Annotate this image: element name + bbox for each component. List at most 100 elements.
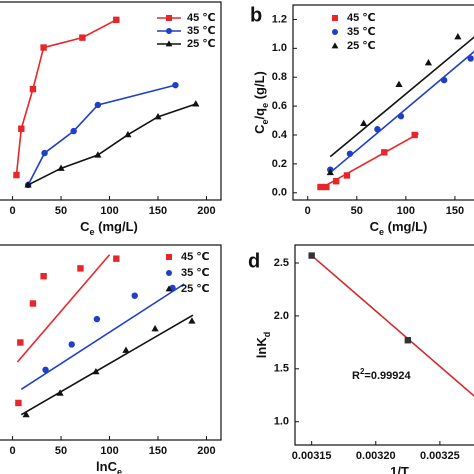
plot-frame — [292, 4, 474, 201]
marker-triangle — [57, 164, 65, 171]
marker-square — [17, 339, 24, 346]
panel: 0.003150.003200.003250.003301.01.52.02.5… — [248, 244, 474, 474]
marker-triangle — [424, 58, 433, 66]
x-tick-label: 0.00315 — [292, 450, 332, 462]
x-tick-label: 100 — [100, 445, 118, 457]
marker-square — [323, 183, 330, 191]
x-tick-label: 50 — [55, 445, 67, 457]
x-tick-label: 0.00325 — [420, 450, 460, 462]
x-tick-label: 0 — [10, 445, 16, 457]
series-line — [20, 314, 194, 416]
label-part: e — [260, 103, 270, 108]
marker-square — [332, 15, 338, 21]
series-line — [27, 84, 176, 186]
y-tick-label: 2.0 — [274, 310, 289, 322]
label-part: e — [260, 119, 270, 124]
marker-square — [40, 273, 47, 280]
annotation-part: 2 — [360, 367, 365, 376]
marker-circle — [172, 81, 179, 89]
marker-square — [113, 16, 120, 24]
marker-circle — [68, 341, 75, 348]
label-part: e — [90, 227, 95, 237]
x-tick-label: 0 — [305, 205, 311, 217]
x-tick-label: 200 — [197, 205, 215, 217]
label-part: lnK — [254, 337, 269, 359]
marker-square — [29, 300, 37, 307]
panel: 0 50 100 150 200 lnCe 45 ℃ 35 ℃ 25 ℃ — [0, 244, 222, 474]
x-tick-label: 100 — [100, 205, 118, 217]
marker-triangle — [24, 181, 32, 188]
marker-square — [29, 85, 37, 93]
marker-circle — [332, 29, 338, 35]
marker-triangle — [331, 42, 339, 49]
x-tick-label: 150 — [149, 205, 167, 217]
label-part: d — [262, 332, 272, 338]
marker-triangle — [124, 130, 132, 138]
legend-label: 35 ℃ — [181, 267, 210, 279]
marker-circle — [42, 366, 49, 373]
x-tick-label: 200 — [197, 445, 215, 457]
marker-square — [13, 171, 20, 179]
plot-area — [13, 16, 200, 189]
marker-square — [332, 178, 340, 185]
marker-square — [166, 15, 172, 21]
marker-triangle — [22, 410, 30, 418]
marker-triangle — [165, 40, 173, 47]
marker-triangle — [154, 113, 162, 120]
legend-label: 45 ℃ — [181, 251, 210, 263]
axis-label: lnCe — [96, 459, 122, 474]
marker-square — [308, 252, 315, 259]
marker-triangle — [165, 285, 173, 292]
legend-label: 25 ℃ — [187, 38, 216, 50]
marker-circle — [93, 315, 101, 323]
axis-label: Ce (mg/L) — [80, 219, 138, 237]
marker-square — [79, 34, 86, 41]
label-part: /q — [252, 108, 267, 120]
marker-triangle — [94, 151, 102, 158]
y-tick-label: 0.8 — [272, 71, 287, 83]
label-part: (mg/L) — [95, 219, 138, 234]
series-line — [16, 254, 111, 363]
label-part: e — [117, 467, 122, 474]
legend-label: 35 ℃ — [347, 26, 376, 38]
marker-triangle — [122, 346, 130, 353]
plot-area — [15, 254, 196, 418]
marker-triangle — [454, 32, 462, 40]
marker-triangle — [395, 80, 403, 88]
plot-frame — [294, 244, 474, 446]
annotation-part: R — [352, 370, 360, 382]
marker-circle — [166, 270, 172, 276]
series-line — [15, 19, 117, 176]
label-part: C — [370, 219, 380, 234]
series-line — [311, 254, 474, 397]
marker-square — [18, 125, 25, 132]
marker-square — [317, 183, 324, 191]
marker-circle — [70, 127, 77, 135]
annotation-part: =0.99924 — [364, 370, 411, 382]
legend-label: 25 ℃ — [347, 40, 376, 52]
panel-letter: d — [248, 250, 260, 272]
x-tick-label: 50 — [55, 205, 67, 217]
x-tick-label: 150 — [149, 445, 167, 457]
plot-area — [317, 32, 474, 191]
plot-area — [308, 252, 474, 397]
axis-label: lnKd — [254, 332, 272, 358]
marker-square — [15, 399, 22, 407]
marker-triangle — [192, 100, 200, 107]
series-line — [320, 132, 420, 190]
x-tick-label: 100 — [397, 205, 415, 217]
marker-square — [166, 254, 172, 260]
marker-square — [404, 337, 412, 344]
y-tick-label: 1.5 — [274, 363, 289, 375]
marker-circle — [131, 292, 138, 299]
legend-label: 45 ℃ — [347, 12, 376, 24]
marker-circle — [94, 101, 102, 109]
label-part: C — [252, 124, 267, 134]
x-tick-label: 0 — [10, 205, 16, 217]
y-tick-label: 0.2 — [272, 158, 287, 170]
panel: 0 50 100 150 200 Ce (mg/L) 45 ℃35 ℃25 ℃ — [0, 1, 222, 237]
marker-square — [113, 255, 120, 262]
